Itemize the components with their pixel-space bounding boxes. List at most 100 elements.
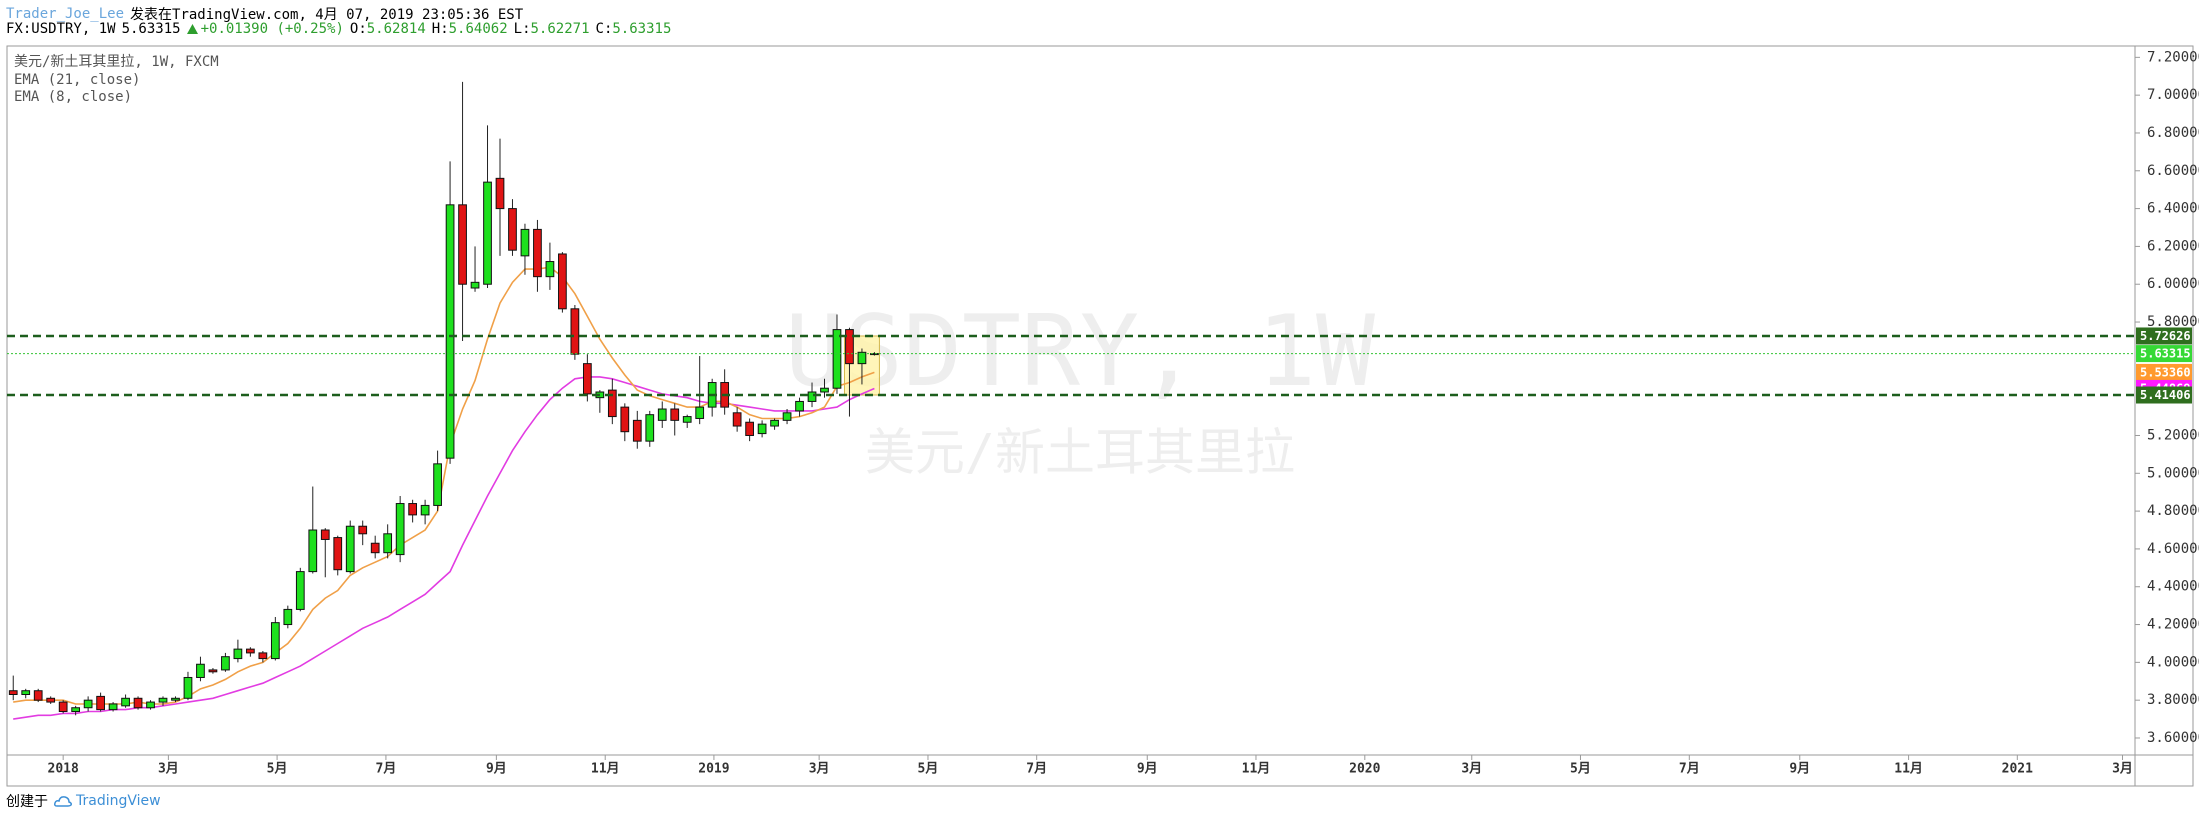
candle-body [295, 571, 305, 610]
candle-body [483, 181, 492, 285]
ema-line [13, 266, 875, 705]
x-tick-label: 11月 [591, 762, 620, 777]
x-tick-label: 9月 [1789, 762, 1810, 777]
x-tick-label: 7月 [1026, 762, 1047, 777]
candle-body [383, 533, 393, 554]
price-tag [2136, 345, 2192, 363]
candle-body [470, 281, 480, 289]
candle-body [233, 648, 243, 660]
candle-body [495, 177, 505, 210]
ohlc-value: 5.63315 [612, 21, 672, 37]
ohlc: H: 5.64062 [432, 21, 508, 37]
frame [6, 45, 2194, 787]
candle-body [158, 697, 168, 703]
candle-body [308, 529, 318, 573]
candle-body [657, 408, 667, 421]
ohlc-key: C: [595, 21, 613, 37]
candle-body [420, 504, 430, 516]
candle-body [196, 663, 205, 678]
candle-body [221, 656, 230, 671]
candle-body [21, 690, 31, 695]
legend-entry: EMA (8, close) [14, 89, 132, 105]
y-tick-label: 4.80000 [2147, 503, 2199, 519]
candle-body [508, 208, 517, 251]
candle-body [582, 363, 592, 395]
footer: 创建于 TradingView [6, 791, 161, 811]
brand-logo[interactable]: TradingView [54, 793, 161, 809]
y-tick-label: 6.00000 [2147, 276, 2199, 292]
candle-body [820, 387, 829, 393]
candle-body [270, 622, 280, 660]
x-tick-label: 2021 [2002, 762, 2033, 777]
x-tick-label: 5月 [1570, 762, 1591, 777]
candle-body [520, 228, 530, 257]
candle-body [695, 406, 705, 419]
candle-body [183, 676, 193, 699]
price-tag [2136, 386, 2192, 404]
y-tick-label: 4.60000 [2147, 541, 2199, 557]
candle-body [670, 408, 680, 421]
price-tag-label: 5.53360 [2140, 365, 2191, 379]
candle-body [8, 690, 18, 695]
candle-body [258, 652, 268, 660]
candle-body [782, 412, 792, 421]
x-tick-label: 3月 [2112, 762, 2133, 777]
candle-body [533, 228, 542, 278]
legend-title: 美元/新土耳其里拉, 1W, FXCM [14, 54, 219, 70]
header-line: Trader_Joe_Lee 发表在TradingView.com, 4月 07… [6, 4, 523, 24]
y-tick-label: 7.00000 [2147, 87, 2199, 103]
candle-body [870, 353, 879, 356]
x-tick-label: 3月 [158, 762, 179, 777]
candle-body [745, 421, 754, 436]
x-tick-label: 2020 [1349, 762, 1380, 777]
y-tick-label: 4.20000 [2147, 617, 2199, 633]
candle-body [33, 690, 43, 701]
candle-body [133, 697, 143, 709]
price-tag-label: 5.41406 [2140, 388, 2191, 402]
candle-body [370, 542, 380, 554]
y-tick-label: 7.20000 [2147, 49, 2199, 65]
up-arrow [186, 24, 198, 34]
ohlc-key: L: [513, 21, 531, 37]
y-tick-label: 4.40000 [2147, 579, 2199, 595]
candle-body [570, 308, 580, 355]
candle-body [433, 463, 442, 506]
candle-body [408, 503, 417, 516]
ohlc-value: 5.62271 [530, 21, 590, 37]
candle-body [345, 525, 355, 573]
candle-body [607, 389, 617, 418]
author[interactable]: Trader_Joe_Lee [6, 6, 125, 22]
ohlc-value: 5.64062 [448, 21, 508, 37]
candle-body [108, 703, 118, 711]
last-price: 5.63315 [121, 21, 181, 37]
price-tag-label: 5.63315 [2140, 347, 2191, 361]
created-by: 创建于 [6, 794, 48, 810]
price-tag [2136, 327, 2192, 345]
x-tick-label: 9月 [1137, 762, 1158, 777]
candle-body [71, 707, 81, 713]
candle-body [545, 261, 555, 278]
y-tick-label: 6.40000 [2147, 201, 2199, 217]
x-tick-label: 2018 [48, 762, 79, 777]
candle-body [845, 329, 854, 365]
y-tick-label: 5.80000 [2147, 314, 2199, 330]
x-tick-label: 3月 [1461, 762, 1482, 777]
x-tick-label: 5月 [267, 762, 288, 777]
y-tick-label: 4.00000 [2147, 654, 2199, 670]
y-tick-label: 5.20000 [2147, 427, 2199, 443]
symbol: FX:USDTRY, 1W [6, 21, 116, 37]
candle-body [146, 701, 155, 709]
candle-body [333, 537, 343, 571]
x-tick-label: 9月 [486, 762, 507, 777]
candle-body [832, 329, 842, 389]
candle-body [732, 412, 742, 427]
candle-body [620, 406, 630, 433]
ohlc: O: 5.62814 [350, 21, 426, 37]
change-value: +0.01390 (+0.25%) [200, 21, 344, 37]
candle-body [96, 695, 105, 711]
logo-icon [54, 796, 72, 807]
watermark: USDTRY, 1W [785, 295, 1375, 409]
candle-body [358, 525, 368, 535]
candle-body [171, 697, 180, 701]
